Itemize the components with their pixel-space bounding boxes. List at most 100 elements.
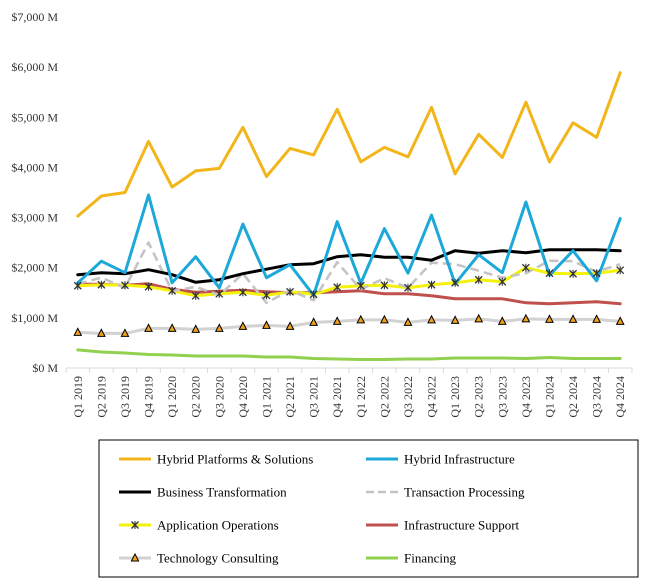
- legend-item: Application Operations: [119, 518, 279, 533]
- data-point-triangle: [545, 314, 554, 323]
- data-point-star: [592, 269, 601, 278]
- x-tick-label: Q3 2020: [212, 376, 226, 418]
- legend-item: Hybrid Platforms & Solutions: [119, 452, 313, 467]
- data-point-star: [309, 290, 318, 299]
- data-point-star: [474, 275, 483, 284]
- data-point-triangle: [379, 314, 389, 324]
- x-tick-label: Q2 2021: [283, 376, 297, 418]
- legend-label: Business Transformation: [157, 485, 287, 500]
- data-point-triangle: [144, 323, 153, 332]
- y-tick-label: $6,000 M: [11, 60, 58, 74]
- data-point-star: [286, 287, 295, 296]
- data-point-star: [97, 280, 106, 289]
- x-tick-label: Q4 2024: [613, 376, 627, 418]
- data-point-star: [616, 266, 625, 275]
- data-point-star: [356, 281, 365, 290]
- legend-item: Technology Consulting: [119, 551, 279, 566]
- legend-item: Infrastructure Support: [366, 518, 520, 533]
- data-point-star: [131, 521, 139, 529]
- x-tick-label: Q3 2022: [401, 376, 415, 418]
- data-point-star: [427, 280, 436, 289]
- data-point-triangle: [214, 323, 224, 332]
- data-point-triangle: [427, 314, 436, 324]
- x-tick-label: Q4 2020: [236, 376, 250, 418]
- data-point-triangle: [497, 316, 507, 325]
- series-line-technology-consulting: [76, 317, 622, 335]
- data-point-triangle: [167, 323, 177, 332]
- x-tick-label: Q2 2023: [472, 376, 486, 418]
- series-markers: [73, 263, 625, 337]
- data-point-triangle: [450, 315, 460, 324]
- data-point-star: [569, 269, 578, 278]
- data-point-star: [521, 263, 530, 272]
- x-tick-label: Q2 2019: [94, 376, 108, 418]
- legend-label: Hybrid Platforms & Solutions: [157, 452, 313, 467]
- y-tick-label: $0 M: [32, 361, 58, 375]
- x-tick-label: Q2 2022: [377, 376, 391, 418]
- legend: Hybrid Platforms & Solutions Hybrid Infra…: [98, 439, 639, 578]
- data-point-triangle: [73, 327, 83, 336]
- data-point-triangle: [474, 313, 484, 323]
- series-line-infrastructure-support: [76, 282, 622, 306]
- data-point-triangle: [332, 316, 342, 325]
- x-tick-label: Q2 2024: [566, 376, 580, 418]
- legend-item: Financing: [366, 551, 456, 566]
- series-line-hybrid-infrastructure: [76, 193, 622, 297]
- legend-label: Application Operations: [157, 518, 279, 533]
- data-point-star: [451, 278, 460, 287]
- legend-label: Infrastructure Support: [404, 518, 520, 533]
- y-tick-label: $7,000 M: [11, 10, 58, 24]
- x-tick-label: Q3 2024: [590, 376, 604, 418]
- x-tick-label: Q1 2019: [71, 376, 85, 418]
- data-point-star: [144, 282, 153, 291]
- series-line-transaction-processing: [77, 241, 621, 305]
- data-point-triangle: [191, 324, 201, 333]
- x-tick-label: Q2 2020: [189, 376, 203, 418]
- x-tick-label: Q3 2019: [118, 376, 132, 418]
- data-point-triangle: [309, 317, 319, 326]
- data-point-triangle: [120, 328, 130, 337]
- legend-box: [98, 439, 639, 578]
- data-point-star: [120, 281, 129, 290]
- data-point-triangle: [568, 314, 578, 323]
- data-point-star: [73, 281, 82, 290]
- y-tick-label: $2,000 M: [11, 261, 58, 275]
- data-point-star: [215, 289, 224, 298]
- x-tick-label: Q4 2019: [142, 376, 156, 418]
- x-tick-label: Q3 2021: [307, 376, 321, 418]
- data-point-star: [545, 269, 554, 278]
- legend-label: Hybrid Infrastructure: [404, 452, 515, 467]
- data-point-star: [333, 283, 342, 292]
- y-tick-label: $1,000 M: [11, 311, 58, 325]
- legend-label: Financing: [404, 551, 456, 566]
- data-point-triangle: [285, 321, 295, 330]
- data-point-triangle: [521, 313, 531, 323]
- y-tick-label: $4,000 M: [11, 160, 58, 174]
- series-line-application-operations: [76, 266, 622, 298]
- x-tick-label: Q4 2023: [519, 376, 533, 418]
- x-tick-label: Q3 2023: [495, 376, 509, 418]
- series-line-hybrid-platforms-solutions: [76, 71, 622, 218]
- data-point-star: [238, 288, 247, 297]
- x-tick-label: Q1 2021: [259, 376, 273, 418]
- x-tick-label: Q1 2020: [165, 376, 179, 418]
- x-tick-label: Q1 2023: [448, 376, 462, 418]
- legend-item: Business Transformation: [119, 485, 287, 500]
- y-axis: $0 M $1,000 M $2,000 M $3,000 M $4,000 M $5,0…: [11, 10, 58, 375]
- series-line-financing: [76, 348, 622, 361]
- data-point-triangle: [356, 314, 366, 324]
- legend-item: Hybrid Infrastructure: [366, 452, 515, 467]
- data-point-star: [498, 277, 507, 286]
- x-tick-label: Q1 2022: [354, 376, 368, 418]
- x-tick-label: Q1 2024: [542, 376, 556, 418]
- legend-label: Technology Consulting: [157, 551, 279, 566]
- legend-item: Transaction Processing: [366, 485, 525, 500]
- data-point-triangle: [592, 314, 602, 323]
- x-tick-label: Q4 2021: [330, 376, 344, 418]
- data-point-star: [168, 286, 177, 295]
- data-point-triangle: [262, 320, 271, 329]
- data-point-triangle: [615, 316, 625, 325]
- data-point-star: [380, 281, 389, 290]
- data-point-triangle: [130, 552, 140, 562]
